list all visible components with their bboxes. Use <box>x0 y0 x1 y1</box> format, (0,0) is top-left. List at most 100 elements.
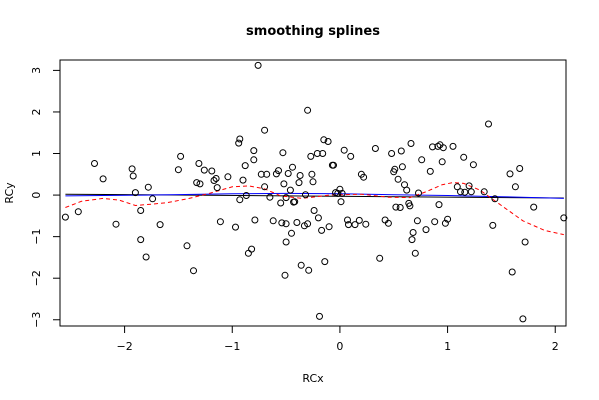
data-point <box>266 193 274 201</box>
data-point <box>396 204 404 211</box>
data-point <box>313 150 321 157</box>
data-point <box>297 261 305 269</box>
data-point <box>254 61 262 69</box>
data-point <box>200 166 208 174</box>
chart-title: smoothing splines <box>246 24 380 39</box>
y-tick-label: −1 <box>30 229 43 245</box>
data-point <box>347 152 355 160</box>
data-point <box>413 217 421 225</box>
data-point <box>261 183 269 191</box>
data-point <box>441 219 449 227</box>
y-tick-label: 2 <box>30 108 43 115</box>
data-point <box>318 226 326 234</box>
y-axis-label: RCy <box>3 182 16 204</box>
data-point <box>392 203 400 211</box>
y-tick-label: −3 <box>30 312 43 328</box>
data-point <box>519 315 527 323</box>
data-point <box>407 140 415 147</box>
data-point <box>334 189 342 197</box>
y-axis: −3 −2 −1 0 1 2 3 <box>30 67 61 328</box>
data-point <box>275 167 282 175</box>
data-point <box>362 220 370 228</box>
data-point <box>418 156 426 164</box>
data-point <box>282 220 290 228</box>
data-point <box>235 139 243 147</box>
data-point <box>429 143 436 151</box>
data-point <box>137 207 145 214</box>
data-point <box>305 266 313 274</box>
data-point <box>320 136 328 144</box>
data-point <box>409 229 417 236</box>
data-point <box>438 158 446 166</box>
data-point <box>248 245 256 253</box>
data-point <box>453 183 461 191</box>
data-point <box>304 220 312 228</box>
fitted-lines <box>65 182 564 236</box>
data-point <box>460 153 468 161</box>
data-point <box>444 215 452 223</box>
data-point <box>257 170 265 178</box>
data-point <box>355 216 363 224</box>
data-point <box>284 170 292 177</box>
data-point <box>316 312 323 320</box>
data-point <box>391 165 399 173</box>
x-tick-label: −2 <box>116 340 132 353</box>
data-point <box>491 195 499 203</box>
data-point <box>196 180 204 188</box>
x-tick-label: 1 <box>444 340 451 353</box>
series-line-2 <box>65 182 564 236</box>
data-point <box>304 106 312 114</box>
data-point <box>282 194 290 202</box>
data-point <box>461 188 469 196</box>
data-point <box>467 188 475 196</box>
data-point <box>174 166 182 174</box>
data-point <box>406 202 414 210</box>
y-tick-label: 1 <box>30 150 43 157</box>
x-tick-label: −1 <box>224 340 240 353</box>
y-tick-label: −2 <box>30 270 43 286</box>
data-point <box>236 196 244 204</box>
data-point <box>112 220 120 228</box>
scatter-points <box>61 61 568 323</box>
data-point <box>506 170 514 178</box>
data-point <box>426 167 434 175</box>
data-point <box>330 161 337 169</box>
data-point <box>91 160 98 167</box>
data-point <box>449 142 457 150</box>
data-point <box>340 146 348 154</box>
data-point <box>236 135 244 143</box>
data-point <box>74 208 82 216</box>
x-tick-label: 0 <box>336 340 343 353</box>
data-point <box>232 223 239 231</box>
data-point <box>296 172 304 179</box>
data-point <box>314 214 322 222</box>
data-point <box>280 180 288 188</box>
data-point <box>156 221 164 229</box>
data-point <box>511 183 519 191</box>
y-tick-label: 0 <box>30 192 43 199</box>
data-point <box>371 145 379 152</box>
data-point <box>360 173 368 181</box>
data-point <box>288 229 295 237</box>
data-point <box>131 189 139 197</box>
data-point <box>485 120 492 128</box>
data-point <box>480 188 488 196</box>
data-point <box>560 214 568 222</box>
data-point <box>61 213 69 221</box>
data-point <box>261 126 269 134</box>
data-point <box>325 223 333 231</box>
data-point <box>293 219 301 226</box>
data-point <box>281 271 289 279</box>
data-point <box>376 254 384 262</box>
data-point <box>210 177 218 184</box>
data-point <box>336 185 344 193</box>
data-point <box>321 258 329 266</box>
data-point <box>408 236 416 244</box>
data-point <box>216 218 224 226</box>
data-point <box>439 144 447 152</box>
data-point <box>415 189 422 197</box>
data-point <box>224 173 232 181</box>
data-point <box>279 149 287 157</box>
